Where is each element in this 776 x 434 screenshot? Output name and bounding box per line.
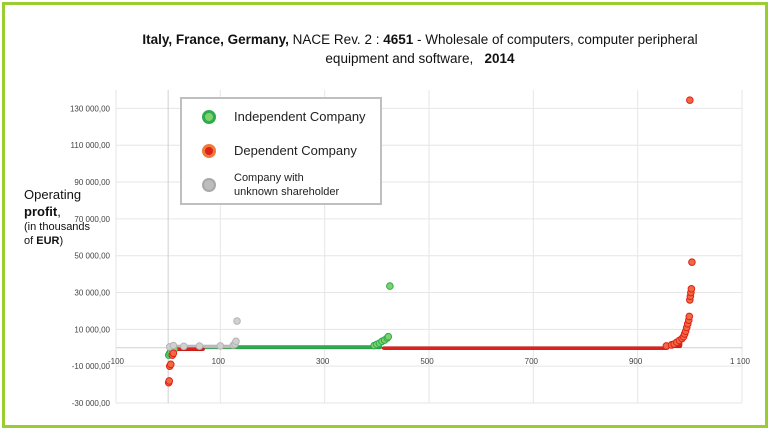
title-countries: Italy, France, Germany, xyxy=(142,32,289,47)
data-points xyxy=(164,96,696,387)
chart-title: Italy, France, Germany, NACE Rev. 2 : 46… xyxy=(100,30,740,68)
legend-item-dependent: Dependent Company xyxy=(182,143,357,158)
point-dependent xyxy=(169,349,178,358)
point-independent xyxy=(384,332,393,341)
legend-label-unknown-line1: Company with xyxy=(234,172,304,184)
ylabel-line2-suffix: , xyxy=(57,204,61,219)
x-tick-label: 100 xyxy=(212,357,226,366)
title-activity-cont: equipment and software, xyxy=(325,51,474,66)
point-dependent xyxy=(166,360,175,369)
point-dependent xyxy=(165,377,174,385)
ylabel-line1: Operating xyxy=(24,187,82,202)
y-tick-label: -30 000,00 xyxy=(72,399,111,408)
ylabel-line4-prefix: of xyxy=(24,235,37,247)
y-tick-label: 50 000,00 xyxy=(74,252,110,261)
y-tick-label: 110 000,00 xyxy=(71,141,111,150)
point-unknown xyxy=(180,342,188,351)
legend-marker-dependent xyxy=(202,143,216,158)
point-unknown xyxy=(232,337,240,346)
point-dependent xyxy=(688,258,696,266)
y-axis-label: Operating profit, (in thousands of EUR) xyxy=(24,186,90,248)
chart-frame xyxy=(2,2,768,428)
point-unknown xyxy=(233,317,241,325)
legend-item-independent: Independent Company xyxy=(182,109,366,124)
point-dependent xyxy=(687,285,696,293)
y-tick-label: 10 000,00 xyxy=(74,325,110,334)
legend-label-independent: Independent Company xyxy=(234,109,366,124)
legend: Independent Company Dependent Company Co… xyxy=(180,97,382,205)
x-tick-label: 500 xyxy=(420,357,434,366)
ylabel-line2: profit xyxy=(24,204,58,219)
y-tick-label: -10 000,00 xyxy=(72,362,111,371)
legend-item-unknown: Company with unknown shareholder xyxy=(182,171,339,199)
legend-marker-independent xyxy=(202,109,216,124)
point-unknown xyxy=(195,342,204,350)
ylabel-line4-suffix: ) xyxy=(59,235,64,247)
point-unknown xyxy=(216,342,225,350)
legend-label-unknown-line2: unknown shareholder xyxy=(234,186,340,198)
y-tick-label: 90 000,00 xyxy=(74,178,110,187)
legend-label-unknown: Company with unknown shareholder xyxy=(234,171,339,199)
y-tick-label: 70 000,00 xyxy=(74,215,110,224)
ylabel-line3: (in thousands xyxy=(24,221,91,233)
axis-ticks: -30 000,00 -10 000,00 10 000,00 30 000,00 50… xyxy=(70,104,751,408)
dense-point-bands xyxy=(167,341,683,352)
title-activity: - Wholesale of computers, computer perip… xyxy=(413,32,698,47)
y-tick-label: 30 000,00 xyxy=(74,289,110,298)
title-nace: NACE Rev. 2 : xyxy=(288,32,384,47)
legend-label-dependent: Dependent Company xyxy=(234,143,357,158)
title-year: 2014 xyxy=(484,51,515,66)
point-unknown xyxy=(169,341,178,350)
legend-marker-unknown xyxy=(202,178,216,192)
y-tick-label: 130 000,00 xyxy=(70,104,111,113)
point-independent xyxy=(386,282,394,290)
point-dependent xyxy=(685,312,694,321)
point-dependent xyxy=(686,96,694,104)
x-tick-label: 900 xyxy=(629,357,643,366)
x-tick-label: 700 xyxy=(525,357,539,366)
x-tick-label: 1 100 xyxy=(730,357,751,366)
x-tick-label: -100 xyxy=(108,357,125,366)
points-band-dependent xyxy=(381,346,670,350)
x-tick-label: 300 xyxy=(316,357,330,366)
title-code: 4651 xyxy=(383,32,414,47)
ylabel-line4: of EUR) xyxy=(24,234,90,248)
ylabel-unit: EUR xyxy=(36,235,60,247)
